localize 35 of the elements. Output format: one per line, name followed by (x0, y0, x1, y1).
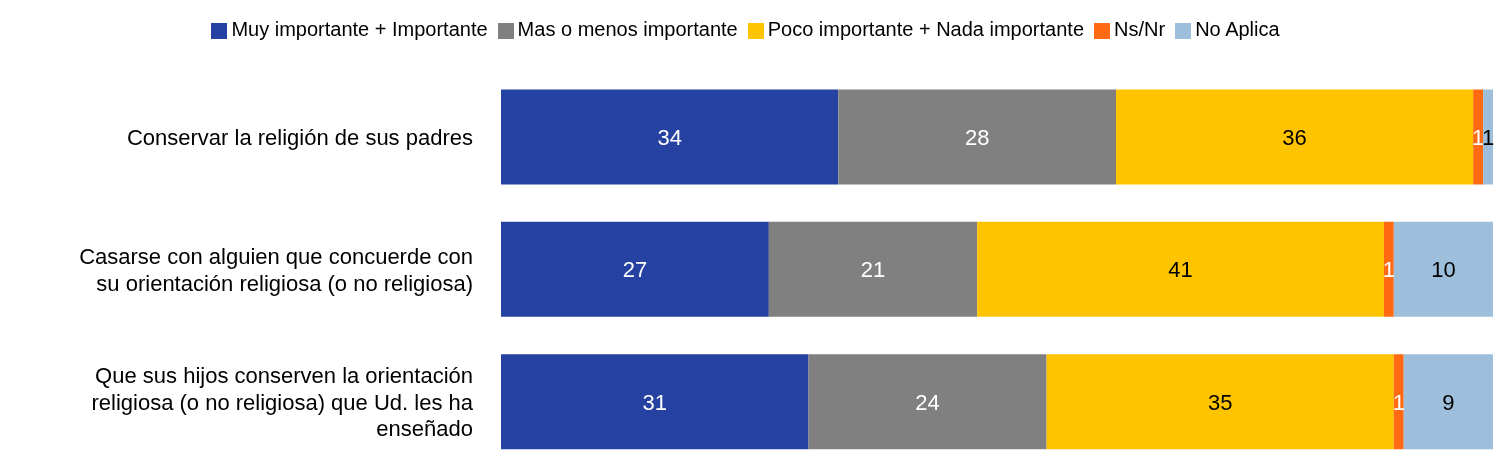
bar (1393, 221, 1493, 317)
bar (1116, 89, 1474, 185)
bar (838, 89, 1117, 185)
data-label: 28 (964, 124, 990, 150)
bar (1403, 354, 1493, 450)
bar (977, 221, 1384, 317)
bar (501, 354, 809, 450)
legend-label: Muy importante + Importante (231, 18, 488, 40)
data-label: 36 (1282, 124, 1307, 150)
y-tick-label: Casarse con alguien que concuerde con su orientación religiosa (o no religiosa) (79, 243, 473, 296)
data-label: 1 (1392, 389, 1405, 415)
data-label: 1 (1382, 257, 1395, 283)
data-label: 21 (860, 257, 886, 283)
legend-label: Mas o menos importante (517, 18, 738, 40)
data-label: 35 (1207, 389, 1233, 415)
bar (501, 89, 839, 185)
data-label: 10 (1431, 257, 1456, 283)
bar (1383, 221, 1394, 317)
legend-label: No Aplica (1195, 18, 1280, 40)
data-label: 24 (915, 389, 940, 415)
bar (1483, 89, 1493, 185)
bar (1046, 354, 1394, 450)
data-label: 41 (1168, 257, 1193, 283)
bar (1393, 354, 1404, 450)
bar (501, 221, 769, 317)
legend-label: Poco importante + Nada importante (767, 18, 1085, 40)
bar (768, 221, 978, 317)
bar (808, 354, 1047, 450)
data-label: 27 (622, 257, 648, 283)
data-label: 9 (1442, 389, 1455, 415)
data-label: 34 (657, 124, 682, 150)
legend-label: Ns/Nr (1114, 18, 1166, 40)
y-tick-label: Conservar la religión de sus padres (126, 124, 473, 150)
y-tick-label: Que sus hijos conserven la orientación religiosa (o no religiosa) que Ud. les ha enseñado (91, 362, 474, 441)
data-label: 31 (642, 389, 667, 415)
